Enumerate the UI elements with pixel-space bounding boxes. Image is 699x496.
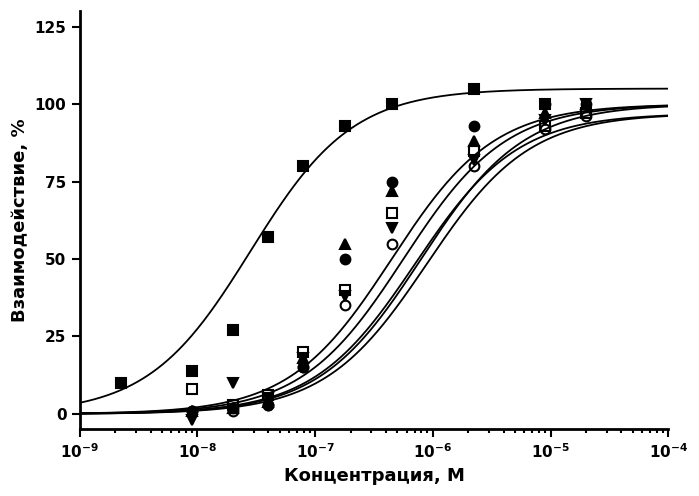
X-axis label: Концентрация, М: Концентрация, М xyxy=(284,467,464,485)
Y-axis label: Взаимодействие, %: Взаимодействие, % xyxy=(11,119,29,322)
